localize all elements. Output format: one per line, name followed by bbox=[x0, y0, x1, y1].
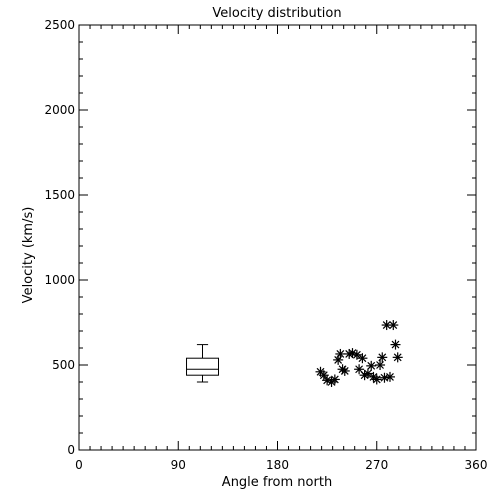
asterisk-stroke bbox=[319, 371, 328, 380]
asterisk-stroke bbox=[358, 354, 367, 363]
asterisk-stroke bbox=[323, 376, 332, 385]
asterisk-stroke bbox=[386, 372, 394, 381]
scatter-point bbox=[392, 352, 403, 363]
box-plot bbox=[186, 344, 220, 383]
asterisk-stroke bbox=[376, 361, 384, 369]
scatter-point bbox=[377, 352, 388, 363]
scatter-point bbox=[335, 348, 346, 359]
scatter-point bbox=[318, 370, 329, 381]
asterisk-stroke bbox=[380, 373, 389, 382]
asterisk-stroke bbox=[391, 340, 400, 349]
scatter-point bbox=[371, 374, 382, 385]
scatter-point bbox=[329, 374, 340, 385]
scatter-point bbox=[357, 353, 368, 364]
y-axis-label: Velocity (km/s) bbox=[21, 207, 36, 304]
asterisk-stroke bbox=[393, 353, 402, 362]
asterisk-stroke bbox=[336, 350, 345, 358]
scatter-point bbox=[390, 339, 401, 350]
y-tick-label: 2000 bbox=[44, 103, 75, 117]
y-tick-label: 0 bbox=[67, 443, 75, 457]
asterisk-stroke bbox=[367, 361, 376, 370]
x-tick-label: 90 bbox=[171, 458, 186, 472]
scatter-point bbox=[354, 364, 365, 375]
asterisk-stroke bbox=[330, 375, 339, 384]
scatter-point bbox=[384, 371, 395, 382]
x-tick-label: 270 bbox=[365, 458, 388, 472]
scatter-point bbox=[362, 368, 373, 379]
x-tick-label: 0 bbox=[75, 458, 83, 472]
asterisk-stroke bbox=[364, 369, 372, 378]
ticks: 0 90 180 270 360 0 500 1000 1500 2000 2500 bbox=[44, 18, 487, 472]
scatter-point bbox=[339, 365, 350, 376]
chart-title: Velocity distribution bbox=[212, 6, 341, 21]
asterisk-stroke bbox=[348, 349, 357, 358]
x-axis-label: Angle from north bbox=[222, 475, 332, 490]
asterisk-stroke bbox=[378, 353, 387, 362]
scatter-point bbox=[366, 360, 377, 371]
asterisk-stroke bbox=[382, 321, 391, 329]
asterisk-stroke bbox=[352, 350, 361, 359]
asterisk-stroke bbox=[340, 367, 349, 375]
scatter-point bbox=[375, 360, 386, 370]
box-body bbox=[186, 357, 220, 376]
asterisk-stroke bbox=[389, 321, 398, 329]
y-tick-label: 2500 bbox=[44, 18, 75, 32]
scatter-point bbox=[351, 349, 362, 360]
scatter-points bbox=[315, 320, 403, 387]
x-tick-label: 360 bbox=[465, 458, 488, 472]
x-tick-label: 180 bbox=[266, 458, 289, 472]
scatter-point bbox=[388, 320, 399, 331]
y-tick-label: 1500 bbox=[44, 188, 75, 202]
y-tick-label: 1000 bbox=[44, 273, 75, 287]
y-tick-label: 500 bbox=[52, 358, 75, 372]
asterisk-stroke bbox=[355, 365, 364, 374]
asterisk-stroke bbox=[372, 375, 381, 384]
